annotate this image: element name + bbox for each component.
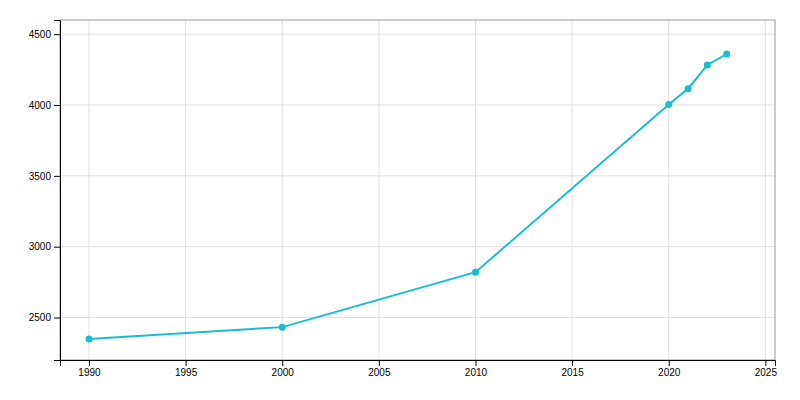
x-tick-label: 2010 [465,367,488,378]
y-tick-label: 3500 [29,171,52,182]
x-tick-label: 1990 [78,367,101,378]
x-tick-label: 2000 [272,367,295,378]
series [85,51,730,343]
x-tick-mark [475,360,476,366]
point [472,269,479,276]
x-tick-mark [89,360,90,366]
x-tick: 2020 [658,360,681,378]
plot-frame [60,20,775,360]
y-tick-mark [54,247,60,248]
x-grid-line [572,20,573,360]
x-tick: 2010 [465,360,488,378]
line [89,54,727,339]
x-tick-mark [572,360,573,366]
x-tick-label: 1995 [175,367,198,378]
y-tick-label: 3000 [29,241,52,252]
x-tick: 2005 [368,360,391,378]
y-grid-line [60,34,775,35]
y-tick-mark [54,105,60,106]
y-grid-line [60,317,775,318]
x-tick: 1995 [175,360,198,378]
x-tick-label: 2025 [755,367,778,378]
y-tick: 3500 [29,171,60,182]
point [665,101,672,108]
y-tick-mark [54,318,60,319]
y-tick-label: 4500 [29,29,52,40]
y-tick: 2500 [29,312,60,323]
y-tick-mark [54,34,60,35]
x-grid-line [185,20,186,360]
grid [60,20,775,360]
chart-svg: 1990 1995 2000 2005 2010 2015 2020 2025 2500 3000… [0,0,800,400]
x-grid-line [668,20,669,360]
x-tick-mark [379,360,380,366]
x-axis-line [61,361,776,367]
x-tick-mark [669,360,670,366]
chart-container: 1990 1995 2000 2005 2010 2015 2020 2025 2500 3000… [0,0,800,400]
x-grid-line [765,20,766,360]
x-tick-label: 2005 [368,367,391,378]
x-tick-mark [765,360,766,366]
y-tick-label: 4000 [29,100,52,111]
plot-area: 1990 1995 2000 2005 2010 2015 2020 2025 2500 3000… [29,20,778,378]
point [279,324,286,331]
y-tick-label: 2500 [29,312,52,323]
x-tick-mark [282,360,283,366]
point [685,85,692,92]
y-axis: 2500 3000 3500 4000 4500 [29,21,61,361]
x-grid-line [282,20,283,360]
x-grid-line [88,20,89,360]
point [704,61,711,68]
y-tick: 4000 [29,100,60,111]
y-tick-mark [54,176,60,177]
point [723,51,730,58]
y-tick: 4500 [29,29,60,40]
y-grid-line [60,175,775,176]
y-axis-line [54,21,61,361]
x-tick: 2000 [272,360,295,378]
point [85,336,92,343]
y-tick: 3000 [29,241,60,252]
x-tick-label: 2015 [561,367,584,378]
x-tick: 2025 [755,360,778,378]
x-tick-mark [186,360,187,366]
x-tick-label: 2020 [658,367,681,378]
y-grid-line [60,246,775,247]
x-grid-line [378,20,379,360]
x-axis: 1990 1995 2000 2005 2010 2015 2020 2025 [61,360,778,378]
x-tick: 1990 [78,360,101,378]
x-tick: 2015 [561,360,584,378]
x-grid-line [475,20,476,360]
